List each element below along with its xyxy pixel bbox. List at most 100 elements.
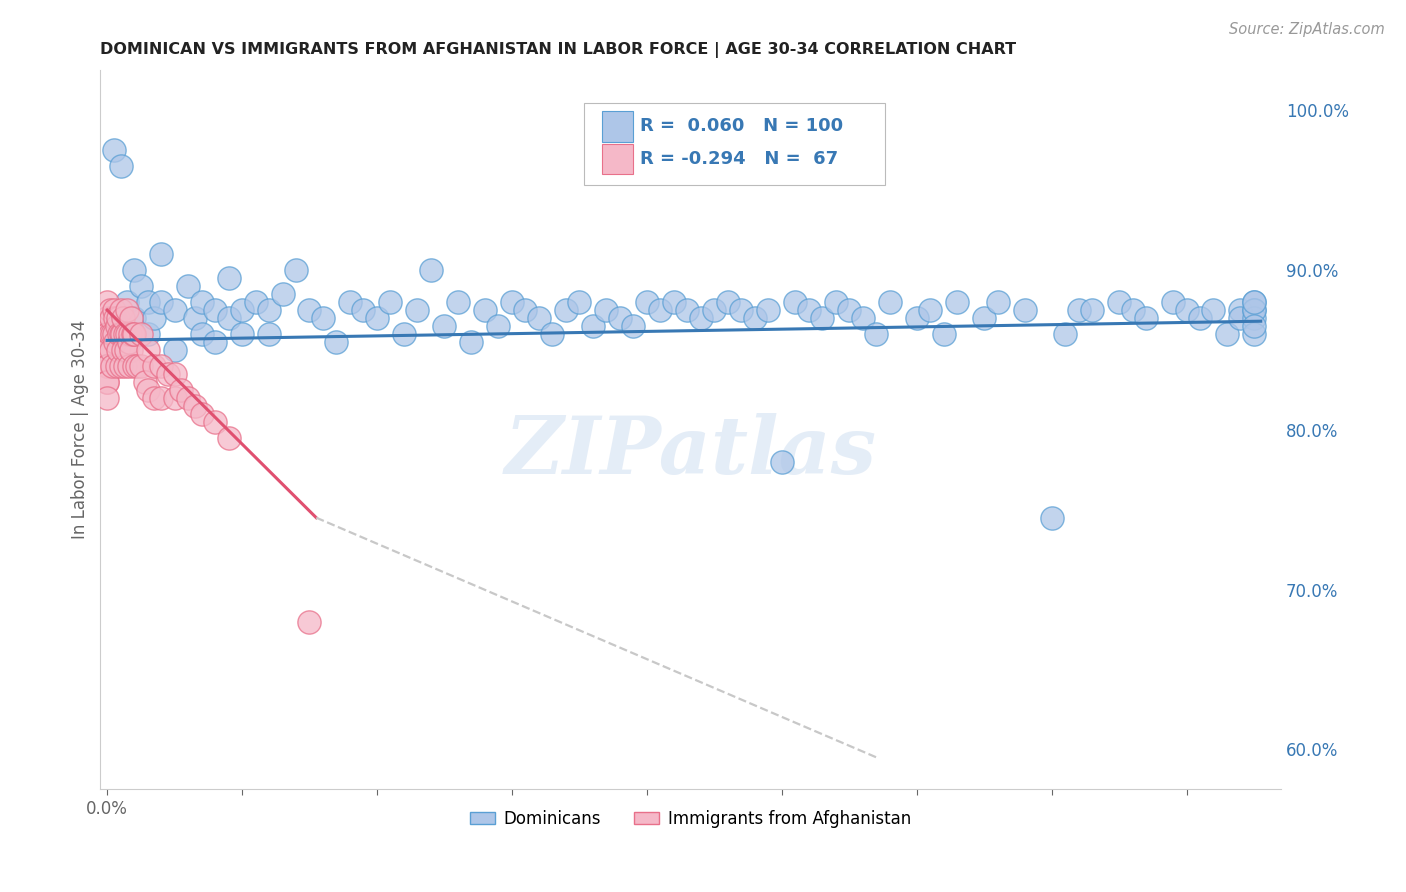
Point bbox=[380, 295, 402, 310]
Point bbox=[392, 326, 415, 341]
Point bbox=[920, 303, 942, 318]
Text: Source: ZipAtlas.com: Source: ZipAtlas.com bbox=[1229, 22, 1385, 37]
Point bbox=[905, 311, 928, 326]
Point bbox=[143, 391, 166, 405]
Point bbox=[96, 311, 118, 326]
Point bbox=[150, 359, 173, 373]
Point bbox=[112, 311, 135, 326]
Point bbox=[122, 326, 145, 341]
FancyBboxPatch shape bbox=[602, 112, 633, 142]
Point bbox=[1243, 311, 1265, 326]
Point bbox=[501, 295, 523, 310]
Point bbox=[1243, 326, 1265, 341]
Point bbox=[1243, 318, 1265, 333]
Point bbox=[190, 326, 212, 341]
Point bbox=[96, 311, 118, 326]
Point bbox=[218, 431, 240, 445]
Text: ZIPatlas: ZIPatlas bbox=[505, 413, 877, 490]
Point bbox=[838, 303, 860, 318]
Point bbox=[118, 334, 141, 349]
Point bbox=[184, 311, 207, 326]
Point bbox=[636, 295, 658, 310]
Point bbox=[650, 303, 672, 318]
Point bbox=[121, 326, 143, 341]
Point bbox=[973, 311, 995, 326]
Point bbox=[231, 303, 253, 318]
Point bbox=[110, 326, 132, 341]
Point bbox=[129, 279, 152, 293]
Point bbox=[447, 295, 470, 310]
Point bbox=[120, 343, 142, 357]
Point bbox=[114, 326, 136, 341]
Point bbox=[105, 318, 128, 333]
Point bbox=[353, 303, 375, 318]
Point bbox=[879, 295, 901, 310]
Point bbox=[1229, 311, 1251, 326]
Point bbox=[366, 311, 388, 326]
Point bbox=[143, 359, 166, 373]
Point bbox=[110, 359, 132, 373]
Point bbox=[184, 399, 207, 413]
Point bbox=[865, 326, 887, 341]
Point bbox=[1229, 303, 1251, 318]
Point bbox=[96, 375, 118, 389]
Point bbox=[122, 263, 145, 277]
Point bbox=[163, 367, 186, 381]
Point bbox=[1067, 303, 1090, 318]
Point bbox=[245, 295, 267, 310]
Point bbox=[163, 343, 186, 357]
Point bbox=[582, 318, 605, 333]
Point bbox=[1175, 303, 1198, 318]
FancyBboxPatch shape bbox=[585, 103, 886, 186]
Point bbox=[1243, 303, 1265, 318]
Point bbox=[218, 311, 240, 326]
Point bbox=[125, 359, 148, 373]
Point bbox=[257, 303, 280, 318]
Point bbox=[271, 287, 294, 301]
Text: DOMINICAN VS IMMIGRANTS FROM AFGHANISTAN IN LABOR FORCE | AGE 30-34 CORRELATION : DOMINICAN VS IMMIGRANTS FROM AFGHANISTAN… bbox=[100, 42, 1017, 58]
Point bbox=[96, 391, 118, 405]
Point bbox=[298, 303, 321, 318]
Point bbox=[621, 318, 644, 333]
Point bbox=[257, 326, 280, 341]
Point bbox=[136, 295, 159, 310]
Point bbox=[433, 318, 456, 333]
Point bbox=[797, 303, 820, 318]
Point bbox=[129, 326, 152, 341]
Point bbox=[122, 311, 145, 326]
Point bbox=[96, 326, 118, 341]
Point bbox=[717, 295, 740, 310]
Point bbox=[554, 303, 576, 318]
Point bbox=[117, 303, 139, 318]
Point bbox=[101, 326, 124, 341]
Point bbox=[1108, 295, 1130, 310]
Point bbox=[204, 303, 226, 318]
Point bbox=[96, 359, 118, 373]
Point bbox=[609, 311, 631, 326]
Point bbox=[1122, 303, 1144, 318]
Point bbox=[96, 359, 118, 373]
Point bbox=[136, 383, 159, 397]
Point bbox=[204, 415, 226, 429]
Point bbox=[486, 318, 509, 333]
Point bbox=[134, 375, 156, 389]
Text: R = -0.294   N =  67: R = -0.294 N = 67 bbox=[640, 150, 838, 168]
Point bbox=[419, 263, 441, 277]
Point bbox=[568, 295, 591, 310]
Point bbox=[325, 334, 347, 349]
Point bbox=[190, 295, 212, 310]
Point bbox=[1040, 510, 1063, 524]
Point bbox=[104, 334, 127, 349]
Point bbox=[689, 311, 711, 326]
Point bbox=[811, 311, 834, 326]
Point bbox=[107, 311, 129, 326]
Point bbox=[143, 311, 166, 326]
Text: R =  0.060   N = 100: R = 0.060 N = 100 bbox=[640, 118, 844, 136]
Point bbox=[1054, 326, 1077, 341]
Point bbox=[527, 311, 550, 326]
Point bbox=[122, 359, 145, 373]
Point bbox=[103, 303, 125, 318]
Point bbox=[136, 326, 159, 341]
Point bbox=[460, 334, 482, 349]
Point bbox=[824, 295, 846, 310]
